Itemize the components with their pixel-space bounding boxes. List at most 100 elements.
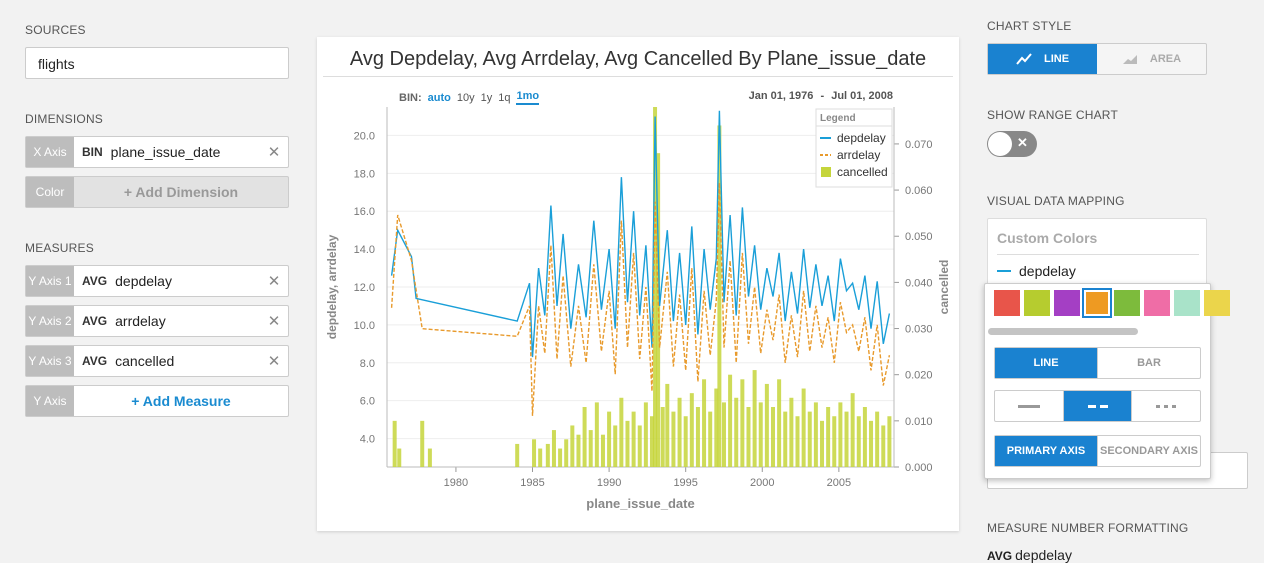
- x-axis-label: plane_issue_date: [586, 496, 694, 511]
- y-tick-label: 10.0: [354, 320, 375, 332]
- number-format-item[interactable]: AVG depdelay: [987, 547, 1072, 563]
- remove-measure-icon[interactable]: ✕: [267, 353, 281, 370]
- remove-dimension-icon[interactable]: ✕: [267, 144, 281, 161]
- bar-cancelled: [594, 402, 599, 467]
- date-separator: -: [820, 90, 825, 102]
- y-tick-label: 6.0: [360, 396, 375, 408]
- bar-cancelled: [695, 407, 700, 467]
- color-swatch[interactable]: [1082, 288, 1112, 318]
- add-dimension-button[interactable]: + Add Dimension: [123, 184, 239, 200]
- y2-tick-label: 0.070: [905, 139, 933, 151]
- color-swatch[interactable]: [1114, 290, 1140, 316]
- chart-title: Avg Depdelay, Avg Arrdelay, Avg Cancelle…: [349, 48, 927, 70]
- y2-tick-label: 0.040: [905, 277, 933, 289]
- bar-cancelled: [764, 383, 769, 467]
- color-swatch[interactable]: [1174, 290, 1200, 316]
- add-measure-button[interactable]: + Add Measure: [131, 393, 231, 409]
- bar-cancelled: [665, 383, 670, 467]
- type-line-button[interactable]: LINE: [995, 348, 1097, 378]
- color-swatch[interactable]: [1054, 290, 1080, 316]
- legend-title: Legend: [820, 113, 856, 124]
- bar-cancelled: [392, 420, 397, 467]
- bar-cancelled: [582, 407, 587, 467]
- bin-option-10y[interactable]: 10y: [456, 91, 475, 104]
- date-start: Jan 01, 1976: [748, 90, 814, 102]
- y-tick-label: 14.0: [354, 244, 375, 256]
- y-axis-label: depdelay, arrdelay: [325, 234, 339, 339]
- remove-measure-icon[interactable]: ✕: [267, 273, 281, 290]
- color-tag: Color: [26, 177, 74, 207]
- series-line-depdelay: [390, 110, 891, 358]
- mapping-series-item[interactable]: depdelay: [997, 263, 1076, 279]
- x-axis-dimension[interactable]: X Axis BIN plane_issue_date ✕: [25, 136, 289, 168]
- bar-cancelled: [856, 416, 861, 467]
- bar-cancelled: [789, 397, 794, 467]
- line-chart-icon: [1016, 53, 1032, 65]
- legend-label-depdelay: depdelay: [837, 131, 886, 145]
- bar-cancelled: [613, 425, 618, 467]
- bar-cancelled: [607, 411, 612, 467]
- bar-cancelled: [660, 407, 665, 467]
- bar-cancelled: [671, 411, 676, 467]
- bar-cancelled: [637, 425, 642, 467]
- bin-option-1mo[interactable]: 1mo: [516, 90, 540, 105]
- bin-option-1y[interactable]: 1y: [480, 91, 493, 104]
- bar-cancelled: [795, 416, 800, 467]
- y-tick-label: 8.0: [360, 358, 375, 370]
- measure-field: arrdelay: [115, 313, 166, 329]
- dimension-field: plane_issue_date: [110, 144, 221, 160]
- secondary-axis-button[interactable]: SECONDARY AXIS: [1097, 436, 1200, 466]
- measure-field: cancelled: [115, 353, 175, 369]
- palette-scrollbar[interactable]: [988, 328, 1138, 335]
- y2-axis-label: cancelled: [937, 260, 951, 315]
- line-style-solid[interactable]: [995, 391, 1063, 421]
- x-tick-label: 1995: [673, 477, 697, 489]
- color-dimension[interactable]: Color + Add Dimension: [25, 176, 289, 208]
- x-tick-label: 1990: [597, 477, 621, 489]
- x-tick-label: 1985: [520, 477, 544, 489]
- x-axis-tag: X Axis: [26, 137, 74, 167]
- range-chart-toggle[interactable]: ✕: [987, 131, 1037, 157]
- source-input[interactable]: flights: [25, 47, 289, 79]
- bar-cancelled: [740, 379, 745, 467]
- color-swatch[interactable]: [1024, 290, 1050, 316]
- date-range[interactable]: Jan 01, 1976 - Jul 01, 2008: [749, 90, 893, 102]
- remove-measure-icon[interactable]: ✕: [267, 313, 281, 330]
- y-tick-label: 4.0: [360, 434, 375, 446]
- add-measure-row[interactable]: Y Axis + Add Measure: [25, 385, 289, 417]
- bar-cancelled: [721, 402, 726, 467]
- bar-cancelled: [777, 379, 782, 467]
- bar-cancelled: [420, 420, 425, 467]
- bar-cancelled: [551, 430, 556, 467]
- color-swatch[interactable]: [1204, 290, 1230, 316]
- bin-option-auto[interactable]: auto: [427, 91, 451, 104]
- bar-cancelled: [564, 439, 569, 467]
- custom-colors-panel: Custom Colors depdelay: [987, 218, 1207, 288]
- bar-cancelled: [619, 397, 624, 467]
- measure-row[interactable]: Y Axis 1 AVG depdelay ✕: [25, 265, 289, 297]
- bar-cancelled: [728, 374, 733, 467]
- y-axis-3-tag: Y Axis 3: [26, 346, 74, 376]
- chart-plot[interactable]: 4.0 6.0 8.0 10.0 12.0 14.0 16.0 18.0 20.0 0.000 0.…: [317, 37, 959, 531]
- color-swatch[interactable]: [994, 290, 1020, 316]
- color-swatch[interactable]: [1144, 290, 1170, 316]
- y2-tick-label: 0.030: [905, 324, 933, 336]
- series-type-toggle: LINE BAR: [994, 347, 1201, 379]
- line-style-dotted[interactable]: [1131, 391, 1200, 421]
- bar-cancelled: [758, 402, 763, 467]
- bar-cancelled: [515, 443, 520, 467]
- bar-cancelled: [558, 448, 563, 467]
- x-tick-label: 1980: [444, 477, 468, 489]
- style-line-button[interactable]: LINE: [988, 44, 1097, 74]
- type-bar-button[interactable]: BAR: [1097, 348, 1200, 378]
- measure-row[interactable]: Y Axis 2 AVG arrdelay ✕: [25, 305, 289, 337]
- bar-cancelled: [702, 379, 707, 467]
- bar-cancelled: [649, 416, 654, 467]
- line-style-dashed[interactable]: [1062, 391, 1132, 421]
- primary-axis-button[interactable]: PRIMARY AXIS: [995, 436, 1097, 466]
- style-area-label: AREA: [1149, 53, 1182, 65]
- style-area-button[interactable]: AREA: [1097, 44, 1206, 74]
- bin-option-1q[interactable]: 1q: [498, 91, 511, 104]
- measure-row[interactable]: Y Axis 3 AVG cancelled ✕: [25, 345, 289, 377]
- color-palette: [994, 288, 1230, 318]
